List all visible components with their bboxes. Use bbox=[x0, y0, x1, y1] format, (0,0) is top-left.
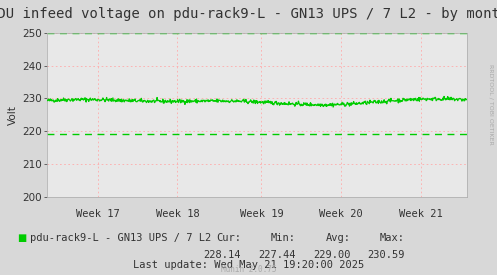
Text: Week 20: Week 20 bbox=[319, 209, 363, 219]
Text: Avg:: Avg: bbox=[326, 233, 350, 243]
Text: Week 18: Week 18 bbox=[156, 209, 199, 219]
Text: Min:: Min: bbox=[271, 233, 296, 243]
Text: Week 19: Week 19 bbox=[240, 209, 283, 219]
Y-axis label: Volt: Volt bbox=[8, 105, 18, 125]
Text: Cur:: Cur: bbox=[216, 233, 241, 243]
Text: PDU infeed voltage on pdu-rack9-L - GN13 UPS / 7 L2 - by month: PDU infeed voltage on pdu-rack9-L - GN13… bbox=[0, 7, 497, 21]
Text: Last update: Wed May 21 19:20:00 2025: Last update: Wed May 21 19:20:00 2025 bbox=[133, 260, 364, 270]
Text: 230.59: 230.59 bbox=[368, 250, 405, 260]
Text: Week 17: Week 17 bbox=[76, 209, 119, 219]
Text: 229.00: 229.00 bbox=[313, 250, 350, 260]
Text: Week 21: Week 21 bbox=[399, 209, 443, 219]
Text: 228.14: 228.14 bbox=[204, 250, 241, 260]
Text: Munin 2.0.75: Munin 2.0.75 bbox=[221, 265, 276, 274]
Text: 227.44: 227.44 bbox=[258, 250, 296, 260]
Text: pdu-rack9-L - GN13 UPS / 7 L2: pdu-rack9-L - GN13 UPS / 7 L2 bbox=[30, 233, 211, 243]
Text: Max:: Max: bbox=[380, 233, 405, 243]
Text: ■: ■ bbox=[17, 233, 27, 243]
Text: RRDTOOL / TOBI OETIKER: RRDTOOL / TOBI OETIKER bbox=[489, 64, 494, 145]
